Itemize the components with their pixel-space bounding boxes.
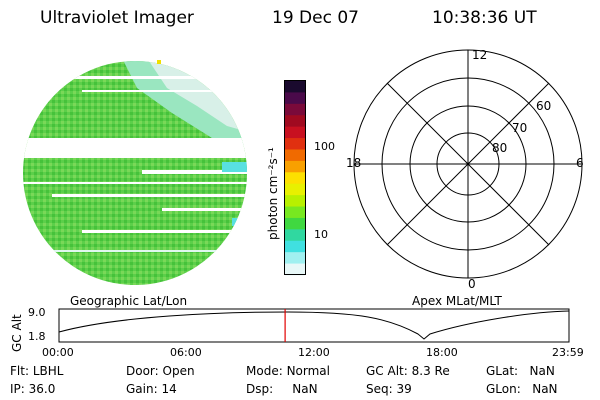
- gc-alt-xtick-1800: 18:00: [426, 346, 458, 359]
- mlt-label-0: 0: [468, 277, 476, 291]
- time-label: 10:38:36 UT: [432, 8, 537, 28]
- colorbar-cell: [285, 252, 305, 265]
- colorbar-cell: [285, 206, 305, 219]
- info-glon: GLon: NaN: [486, 382, 558, 396]
- colorbar-cell: [285, 195, 305, 208]
- mlat-label-60: 60: [536, 99, 551, 113]
- gc-alt-xtick-0600: 06:00: [170, 346, 202, 359]
- gc-alt-ytick-9: 9.0: [28, 306, 46, 319]
- info-flt: Flt: LBHL: [10, 364, 64, 378]
- colorbar-tick-100: 100: [314, 140, 335, 153]
- colorbar-cell: [285, 126, 305, 139]
- info-dsp: Dsp: NaN: [246, 382, 318, 396]
- info-seq: Seq: 39: [366, 382, 412, 396]
- instrument-title: Ultraviolet Imager: [40, 8, 194, 28]
- info-ip: IP: 36.0: [10, 382, 56, 396]
- info-gain: Gain: 14: [126, 382, 177, 396]
- colorbar-cell: [285, 240, 305, 253]
- colorbar-tick-10: 10: [314, 228, 328, 241]
- colorbar-cell: [285, 160, 305, 173]
- colorbar-cell: [285, 217, 305, 230]
- colorbar-cell: [285, 92, 305, 105]
- colorbar-cell: [285, 103, 305, 116]
- colorbar-cell: [285, 81, 305, 93]
- colorbar-cell: [285, 138, 305, 150]
- mlat-label-70: 70: [512, 121, 527, 135]
- geographic-label: Geographic Lat/Lon: [70, 294, 188, 308]
- apex-label: Apex MLat/MLT: [412, 294, 502, 308]
- gc-alt-xtick-1200: 12:00: [298, 346, 330, 359]
- colorbar: [284, 80, 306, 276]
- gc-alt-axis-label: GC Alt: [10, 314, 24, 352]
- colorbar-unit-label: photon cm⁻²s⁻¹: [266, 147, 280, 240]
- gc-alt-plot: [58, 308, 570, 343]
- mlt-label-18: 18: [346, 156, 361, 170]
- mlt-label-12: 12: [472, 48, 487, 62]
- gc-alt-xtick-2359: 23:59: [552, 346, 584, 359]
- info-gc-alt: GC Alt: 8.3 Re: [366, 364, 450, 378]
- colorbar-cell: [285, 172, 305, 185]
- colorbar-cell: [285, 263, 305, 276]
- colorbar-cell: [285, 229, 305, 242]
- colorbar-cell: [285, 183, 305, 196]
- uv-image-geographic: [23, 60, 247, 285]
- polar-grid-plot: 12 0 18 6 60 70 80: [346, 48, 584, 291]
- mlt-label-6: 6: [576, 156, 584, 170]
- info-mode: Mode: Normal: [246, 364, 330, 378]
- gc-alt-xtick-0000: 00:00: [42, 346, 74, 359]
- colorbar-cell: [285, 115, 305, 128]
- info-glat: GLat: NaN: [486, 364, 555, 378]
- colorbar-cell: [285, 149, 305, 162]
- gc-alt-ytick-1-8: 1.8: [28, 330, 46, 343]
- mlat-label-80: 80: [492, 141, 507, 155]
- date-label: 19 Dec 07: [272, 8, 359, 28]
- info-door: Door: Open: [126, 364, 195, 378]
